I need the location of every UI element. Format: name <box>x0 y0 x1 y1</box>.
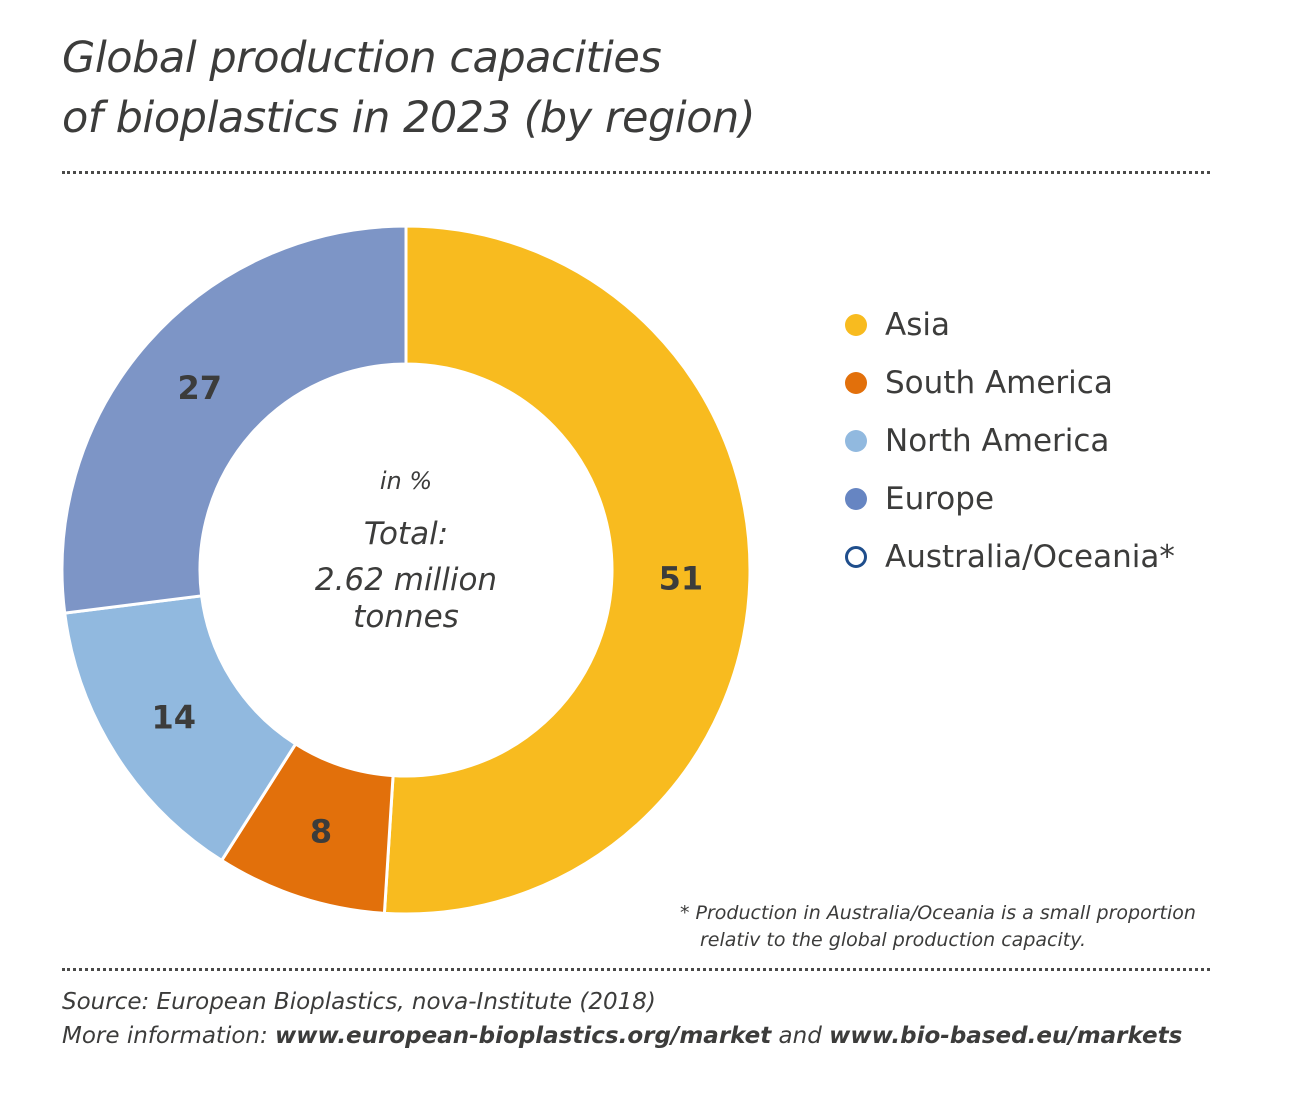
center-total-value: 2.62 million <box>315 562 497 598</box>
donut-center-text: in % Total: 2.62 million tonnes <box>315 467 497 635</box>
european-bioplastics-link[interactable]: www.european-bioplastics.org/market <box>275 1023 772 1049</box>
footnote-line-1: * Production in Australia/Oceania is a s… <box>680 902 1196 924</box>
legend-swatch-asia <box>845 314 867 336</box>
donut-slice-europe <box>60 224 408 615</box>
donut-data-labels: 51 8 14 27 <box>152 369 704 850</box>
legend-item-europe: Europe <box>845 470 1175 528</box>
legend-item-south-america: South America <box>845 354 1175 412</box>
legend-label-north-america: North America <box>885 423 1110 459</box>
data-label-europe: 27 <box>177 369 222 407</box>
center-total-label: Total: <box>364 516 448 552</box>
footnote-line-2: relativ to the global production capacit… <box>700 929 1087 951</box>
center-unit-label: in % <box>380 467 432 495</box>
legend-swatch-australia-oceania <box>845 546 867 568</box>
legend-label-europe: Europe <box>885 481 995 517</box>
source-block: Source: European Bioplastics, nova-Insti… <box>62 985 1182 1053</box>
legend-swatch-north-america <box>845 430 867 452</box>
source-line: Source: European Bioplastics, nova-Insti… <box>62 989 656 1015</box>
center-total-unit: tonnes <box>353 599 459 635</box>
legend-label-south-america: South America <box>885 365 1113 401</box>
legend-swatch-south-america <box>845 372 867 394</box>
data-label-south-america: 8 <box>310 813 332 851</box>
legend-swatch-europe <box>845 488 867 510</box>
legend-item-asia: Asia <box>845 296 1175 354</box>
donut-slice-asia <box>382 224 752 916</box>
more-information-prefix: More information: <box>62 1023 276 1049</box>
legend-item-australia-oceania: Australia/Oceania* <box>845 528 1175 586</box>
bottom-dotted-divider <box>62 968 1210 971</box>
chart-title-line-2: of bioplastics in 2023 (by region) <box>62 93 756 143</box>
chart-title-line-1: Global production capacities <box>62 33 662 83</box>
legend-label-asia: Asia <box>885 307 950 343</box>
data-label-asia: 51 <box>659 560 704 598</box>
and-connector: and <box>771 1023 830 1049</box>
chart-legend: Asia South America North America Europe … <box>845 296 1175 586</box>
legend-label-australia-oceania: Australia/Oceania* <box>885 539 1175 575</box>
more-information-line: More information: www.european-bioplasti… <box>62 1019 1182 1053</box>
chart-title: Global production capacities of bioplast… <box>62 28 756 148</box>
donut-slices <box>60 224 752 916</box>
legend-item-north-america: North America <box>845 412 1175 470</box>
top-dotted-divider <box>62 171 1210 174</box>
bio-based-link[interactable]: www.bio-based.eu/markets <box>829 1023 1183 1049</box>
footnote: * Production in Australia/Oceania is a s… <box>680 900 1196 954</box>
data-label-north-america: 14 <box>152 698 197 736</box>
